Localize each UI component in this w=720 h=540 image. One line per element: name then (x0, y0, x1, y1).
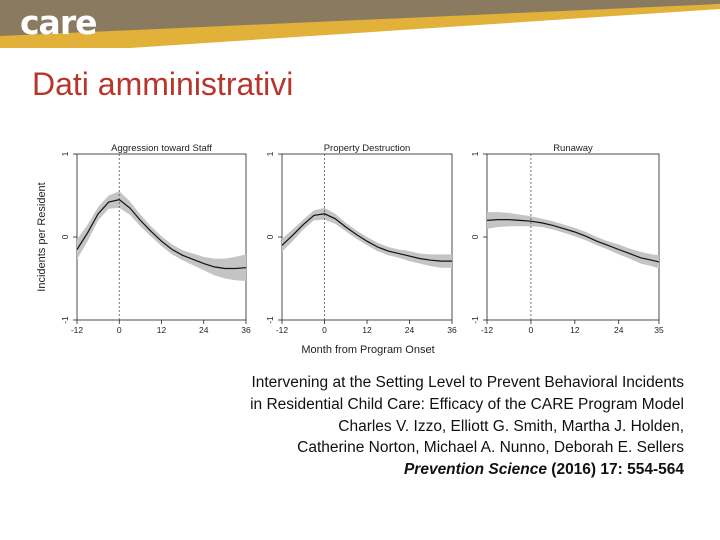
x-tick-label: 12 (570, 325, 580, 335)
y-tick-label: -1 (60, 316, 70, 324)
x-tick-label: 36 (241, 325, 251, 335)
citation-volume: (2016) 17: 554-564 (551, 461, 684, 479)
series-line (76, 199, 247, 270)
x-tick-label: 24 (614, 325, 624, 335)
plot-frame (486, 153, 660, 321)
chart-title: Runaway (553, 143, 593, 154)
citation-line-4: Catherine Norton, Michael A. Nunno, Debo… (297, 439, 684, 457)
y-axis-label: Incidents per Resident (36, 182, 48, 291)
citation-line-2: in Residential Child Care: Efficacy of t… (250, 395, 684, 413)
series-line (486, 218, 660, 263)
series-line (281, 213, 452, 262)
x-tick-label: 12 (362, 325, 372, 335)
y-tick-label: -1 (265, 316, 275, 324)
y-tick-label: 1 (265, 151, 275, 156)
y-tick-label: 1 (470, 151, 480, 156)
citation-block: Intervening at the Setting Level to Prev… (164, 372, 684, 481)
slide-title: Dati amministrativi (32, 66, 294, 102)
charts-panel: Incidents per Resident Aggression toward … (36, 143, 664, 356)
x-tick-label: 24 (405, 325, 415, 335)
header-banner (0, 0, 720, 48)
y-tick-label: 0 (470, 234, 480, 239)
citation-line-5: Prevention Science (2016) 17: 554-564 (164, 459, 684, 481)
x-tick-label: 0 (117, 325, 122, 335)
x-axis-label: Month from Program Onset (301, 344, 434, 356)
chart-panel-2: Property Destruction -12 0 12 24 36 1 0 -1 (265, 143, 457, 335)
x-tick-label: 12 (157, 325, 167, 335)
x-tick-label: -12 (276, 325, 289, 335)
y-tick-label: 0 (60, 234, 70, 239)
confidence-band (487, 212, 659, 269)
care-logo: care (20, 3, 97, 42)
x-tick-label: -12 (481, 325, 494, 335)
y-tick-label: -1 (470, 316, 480, 324)
citation-line-1: Intervening at the Setting Level to Prev… (251, 374, 684, 391)
y-tick-label: 0 (265, 234, 275, 239)
chart-title: Property Destruction (324, 143, 411, 154)
citation-journal: Prevention Science (403, 461, 547, 479)
x-tick-label: 35 (654, 325, 664, 335)
confidence-band (282, 207, 452, 268)
x-tick-label: -12 (71, 325, 84, 335)
x-tick-label: 24 (199, 325, 209, 335)
confidence-band (77, 191, 246, 281)
x-tick-label: 0 (322, 325, 327, 335)
x-tick-label: 36 (447, 325, 457, 335)
y-tick-label: 1 (60, 151, 70, 156)
x-tick-label: 0 (529, 325, 534, 335)
chart-title: Aggression toward Staff (111, 143, 212, 154)
chart-panel-1: Aggression toward Staff -12 0 12 24 36 1 0 -1 (60, 143, 251, 335)
citation-line-3: Charles V. Izzo, Elliott G. Smith, Marth… (338, 417, 684, 435)
chart-panel-3: Runaway -12 0 12 24 35 1 0 -1 (470, 143, 664, 335)
